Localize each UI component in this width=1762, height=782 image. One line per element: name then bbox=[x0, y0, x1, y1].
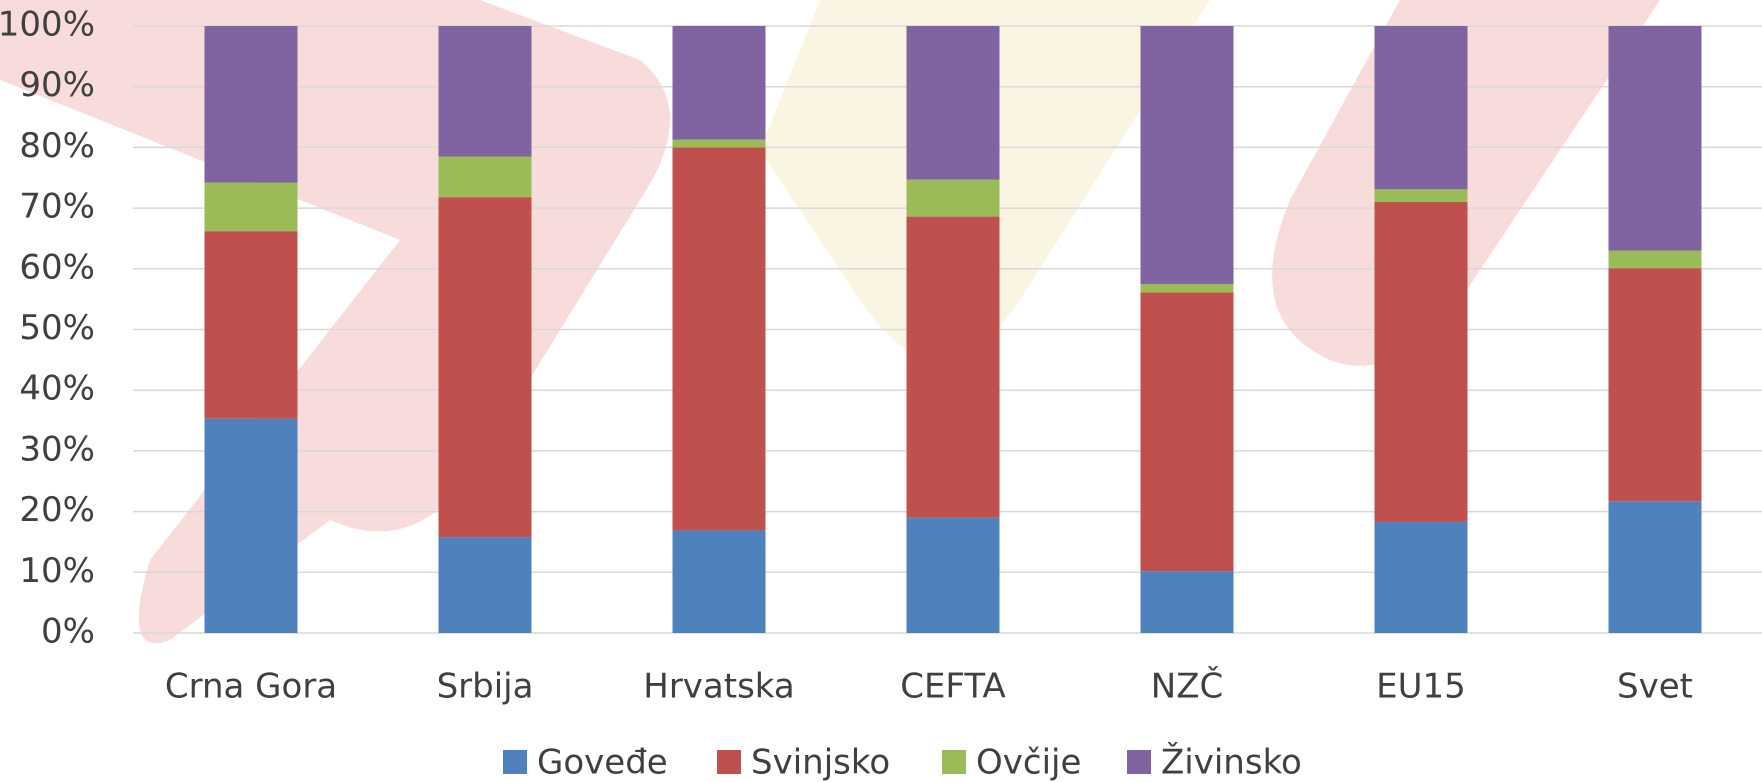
bar-segment bbox=[1141, 292, 1234, 571]
bar-segment bbox=[1375, 202, 1468, 522]
x-tick-label: Crna Gora bbox=[165, 667, 337, 707]
y-tick-label: 30% bbox=[19, 429, 95, 469]
x-tick-label: EU15 bbox=[1376, 667, 1466, 707]
bar-segment bbox=[1609, 26, 1702, 251]
x-tick-label: Svet bbox=[1617, 667, 1693, 707]
y-tick-label: 0% bbox=[41, 612, 95, 652]
bar-segment bbox=[205, 26, 298, 183]
legend-marker bbox=[717, 750, 741, 774]
bar-segment bbox=[1375, 189, 1468, 202]
y-tick-label: 90% bbox=[19, 65, 95, 105]
bar-segment bbox=[205, 419, 298, 633]
legend-marker bbox=[503, 750, 527, 774]
bar-segment bbox=[1609, 268, 1702, 501]
bar-segment bbox=[205, 183, 298, 232]
bar-segment bbox=[907, 217, 1000, 518]
y-tick-label: 80% bbox=[19, 126, 95, 166]
legend-label: Živinsko bbox=[1161, 742, 1302, 782]
y-tick-label: 20% bbox=[19, 490, 95, 530]
y-tick-label: 70% bbox=[19, 187, 95, 227]
legend-marker bbox=[1127, 750, 1151, 774]
bar-segment bbox=[1141, 284, 1234, 292]
bar-segment bbox=[673, 140, 766, 148]
bar-segment bbox=[673, 147, 766, 530]
bar-segment bbox=[1609, 501, 1702, 633]
bar-segment bbox=[673, 26, 766, 140]
chart: 0% 10% 20% 30% 40% 50% 60% 70% 80% 90% 100% Crna Go… bbox=[0, 0, 1762, 782]
y-tick-label: 50% bbox=[19, 308, 95, 348]
y-tick-label: 40% bbox=[19, 369, 95, 409]
bar-segment bbox=[907, 180, 1000, 217]
y-tick-label: 60% bbox=[19, 247, 95, 287]
y-tick-label: 100% bbox=[0, 5, 95, 45]
bar-segment bbox=[673, 530, 766, 633]
x-tick-label: Srbija bbox=[437, 667, 534, 707]
bar-segment bbox=[907, 518, 1000, 633]
bar-segment bbox=[1609, 251, 1702, 269]
bar-segment bbox=[1375, 522, 1468, 633]
bar-segment bbox=[439, 157, 532, 198]
y-tick-label: 10% bbox=[19, 551, 95, 591]
x-tick-label: CEFTA bbox=[900, 667, 1006, 707]
bar-segment bbox=[439, 197, 532, 537]
legend-label: Svinjsko bbox=[751, 743, 890, 782]
legend-label: Ovčije bbox=[976, 743, 1081, 782]
x-tick-label: NZČ bbox=[1151, 666, 1223, 707]
bar-segment bbox=[907, 26, 1000, 180]
bar-segment bbox=[205, 231, 298, 419]
bar-segment bbox=[1375, 26, 1468, 189]
legend-label: Goveđe bbox=[537, 743, 668, 782]
bar-segment bbox=[1141, 571, 1234, 633]
x-tick-label: Hrvatska bbox=[643, 667, 794, 707]
bar-segment bbox=[439, 537, 532, 633]
bar-segment bbox=[439, 26, 532, 157]
legend-marker bbox=[942, 750, 966, 774]
bar-segment bbox=[1141, 26, 1234, 284]
